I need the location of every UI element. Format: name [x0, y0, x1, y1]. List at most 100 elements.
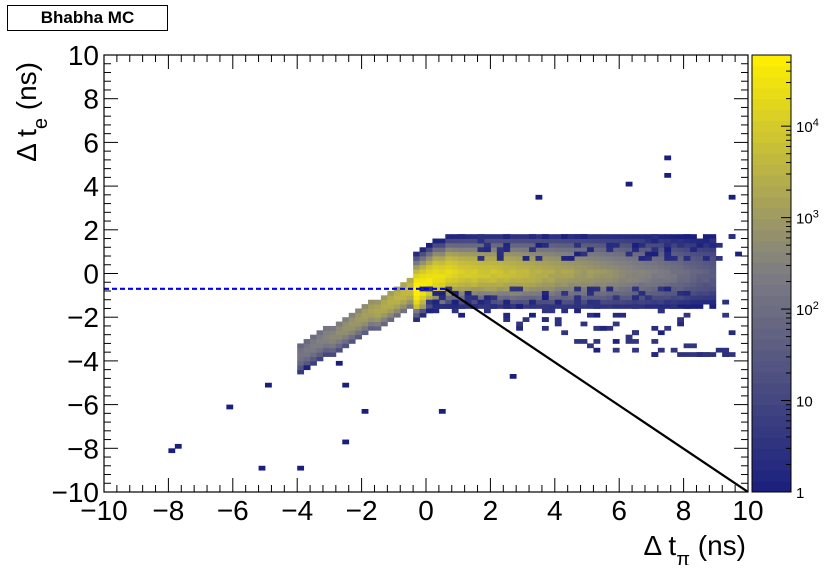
heatmap-bin	[587, 234, 594, 239]
heatmap-bin	[426, 290, 433, 296]
heatmap-bin	[413, 299, 420, 305]
heatmap-bin	[316, 334, 324, 340]
heatmap-bin	[690, 290, 697, 296]
heatmap-bin	[535, 269, 543, 274]
heatmap-bin	[477, 256, 485, 261]
heatmap-bin	[490, 234, 498, 239]
heatmap-bin	[632, 260, 639, 266]
heatmap-bin	[516, 286, 523, 292]
heatmap-bin	[696, 273, 704, 279]
heatmap-bin	[632, 304, 639, 309]
heatmap-bin	[516, 238, 523, 244]
heatmap-bin	[606, 247, 614, 253]
heatmap-bin	[683, 260, 691, 266]
colorbar-step	[752, 142, 791, 154]
heatmap-bin	[458, 247, 466, 253]
x-tick-label: 10	[732, 495, 763, 526]
heatmap-bin	[567, 256, 575, 261]
x-tick-label: 8	[676, 495, 692, 526]
heatmap-bin	[651, 264, 659, 270]
heatmap-bin	[458, 286, 466, 292]
heatmap-bin	[535, 256, 543, 261]
heatmap-bin	[541, 286, 549, 292]
heatmap-bin	[483, 234, 491, 239]
heatmap-bin	[426, 304, 433, 309]
heatmap-bin	[419, 299, 427, 305]
heatmap-bin	[683, 247, 691, 253]
heatmap-bin	[664, 304, 672, 309]
x-axis-label-sub: π	[676, 549, 690, 565]
heatmap-bin	[702, 247, 710, 253]
heatmap-bin	[322, 325, 330, 331]
heatmap-bin	[406, 282, 414, 288]
heatmap-bin	[625, 251, 633, 257]
heatmap-bin	[529, 273, 536, 279]
heatmap-bin	[503, 264, 511, 270]
heatmap-bin	[413, 251, 420, 257]
y-tick-label: 10	[68, 40, 99, 71]
heatmap-bin	[483, 242, 491, 248]
heatmap-bin	[432, 264, 440, 270]
heatmap-bin	[355, 325, 362, 331]
heatmap-bin	[702, 299, 710, 305]
heatmap-bin	[342, 382, 350, 388]
heatmap-bin	[574, 234, 581, 239]
heatmap-bin	[625, 277, 633, 283]
heatmap-bin	[599, 264, 607, 270]
heatmap-bin	[683, 256, 691, 261]
heatmap-bin	[593, 238, 601, 244]
heatmap-bin	[709, 277, 717, 283]
heatmap-bin	[432, 290, 440, 296]
heatmap-bin	[580, 286, 588, 292]
heatmap-bin	[567, 260, 575, 266]
heatmap-bin	[593, 290, 601, 296]
heatmap-bin	[529, 256, 536, 261]
heatmap-bin	[509, 260, 517, 266]
heatmap-bin	[612, 304, 620, 309]
heatmap-bin	[548, 273, 556, 279]
heatmap-bin	[657, 330, 665, 336]
heatmap-bin	[690, 273, 697, 279]
heatmap-bin	[419, 304, 427, 309]
heatmap-bin	[683, 286, 691, 292]
heatmap-bin	[580, 273, 588, 279]
heatmap-bin	[728, 352, 736, 357]
heatmap-bin	[580, 256, 588, 261]
heatmap-bin	[400, 299, 408, 305]
heatmap-bin	[413, 269, 420, 274]
heatmap-bin	[657, 286, 665, 292]
heatmap-bin	[471, 256, 478, 261]
heatmap-bin	[702, 260, 710, 266]
heatmap-bin	[599, 286, 607, 292]
heatmap-bin	[445, 238, 453, 244]
heatmap-bin	[342, 321, 350, 327]
heatmap-bin	[477, 251, 485, 257]
heatmap-bin	[445, 304, 453, 309]
heatmap-bin	[644, 277, 652, 283]
heatmap-bin	[464, 290, 472, 296]
heatmap-bin	[638, 256, 646, 261]
heatmap-bin	[335, 334, 343, 340]
heatmap-bin	[496, 251, 504, 257]
heatmap-bin	[516, 304, 523, 309]
heatmap-bin	[432, 273, 440, 279]
colorbar-step	[752, 131, 791, 143]
heatmap-bin	[496, 304, 504, 309]
heatmap-bin	[322, 330, 330, 336]
heatmap-bin	[690, 251, 697, 257]
heatmap-bin	[612, 256, 620, 261]
heatmap-bin	[496, 247, 504, 253]
heatmap-bin	[651, 256, 659, 261]
heatmap-bin	[709, 247, 717, 253]
heatmap-bin	[606, 277, 614, 283]
heatmap-bin	[644, 304, 652, 309]
heatmap-bin	[664, 264, 672, 270]
colorbar-step	[752, 153, 791, 165]
heatmap-bin	[496, 264, 504, 270]
heatmap-bin	[664, 269, 672, 274]
heatmap-bin	[438, 242, 446, 248]
heatmap-bin	[509, 256, 517, 261]
heatmap-bin	[638, 264, 646, 270]
heatmap-bin	[554, 238, 562, 244]
heatmap-bin	[483, 273, 491, 279]
